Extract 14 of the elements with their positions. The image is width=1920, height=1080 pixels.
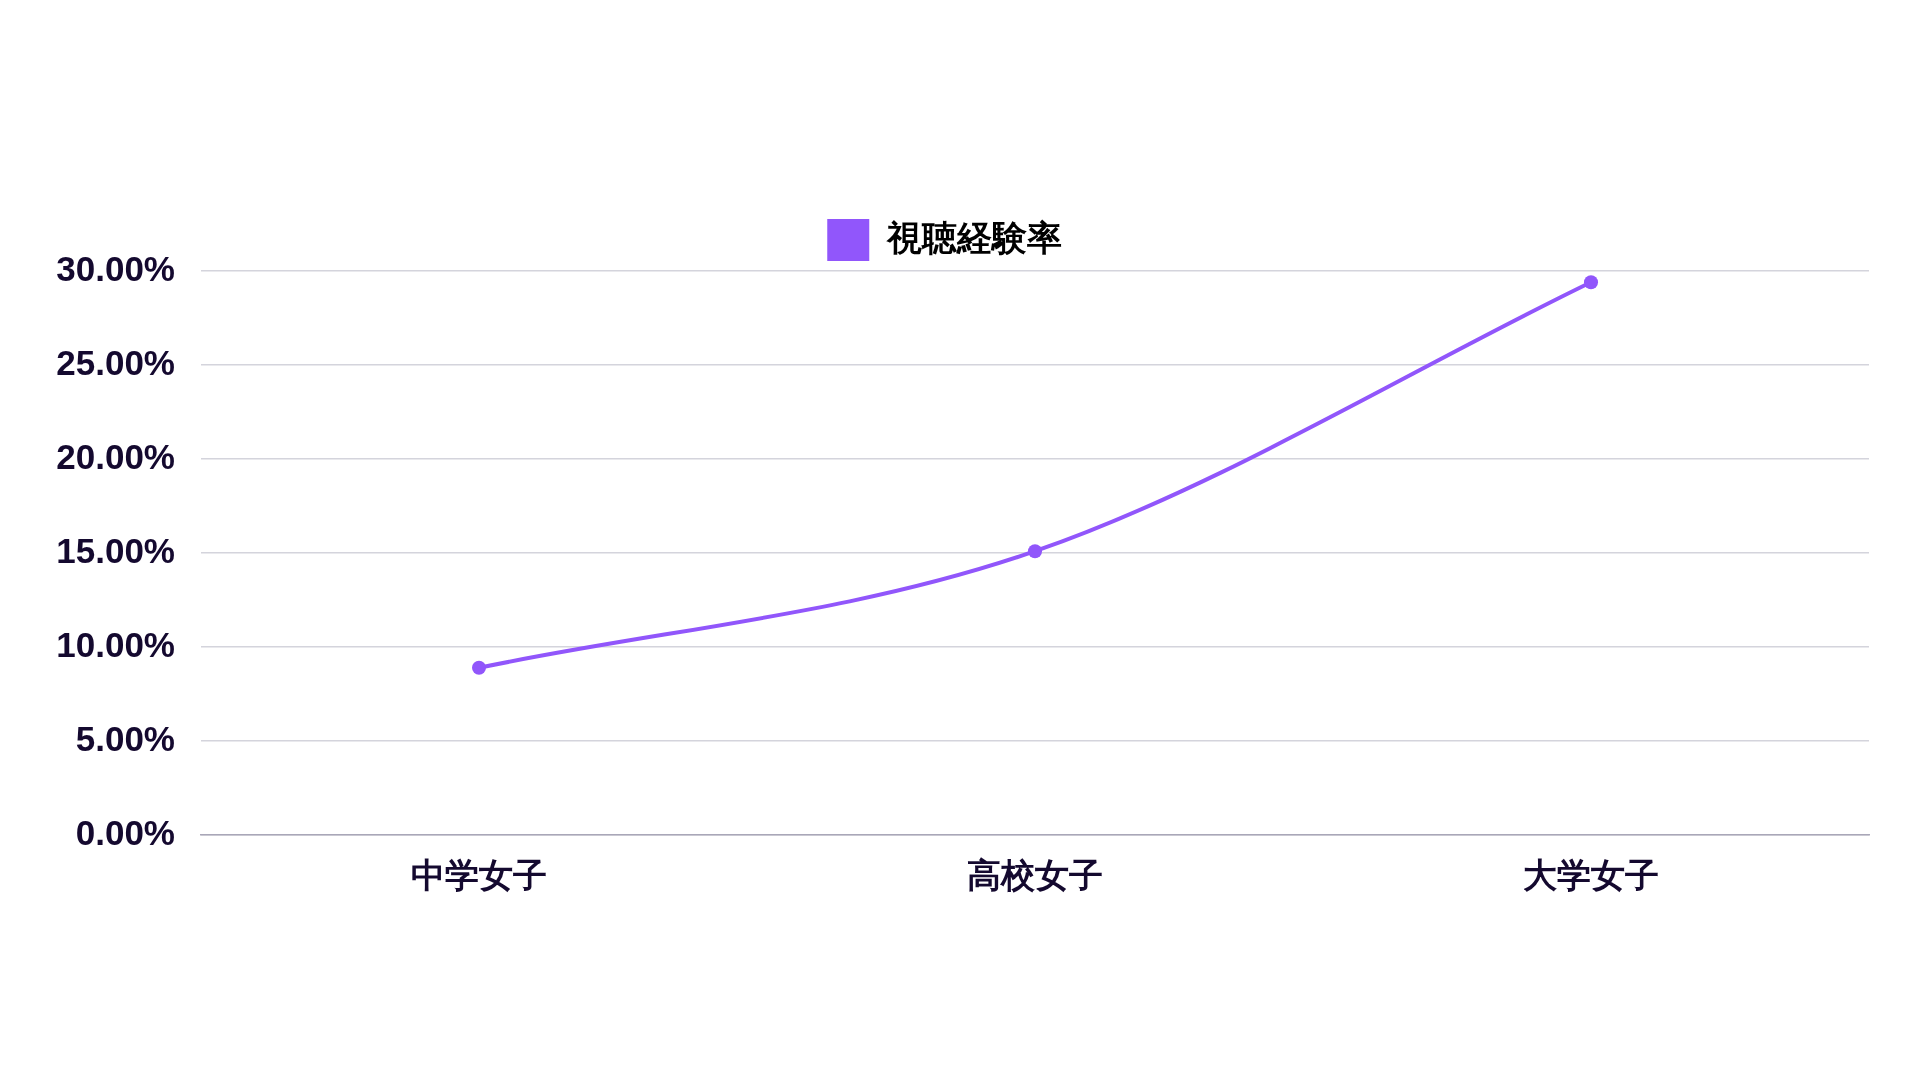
y-tick-label: 10.00% [56, 624, 175, 664]
legend-label: 視聴経験率 [885, 217, 1062, 257]
point [1584, 275, 1598, 290]
y-tick-label: 5.00% [75, 718, 175, 758]
x-tick-label: 中学女子 [411, 855, 547, 894]
y-tick-label: 0.00% [75, 812, 175, 852]
x-tick-label: 大学女子 [1523, 855, 1659, 894]
y-tick-label: 20.00% [56, 436, 175, 476]
y-tick-label: 25.00% [56, 342, 175, 382]
point [1028, 544, 1042, 559]
y-tick-label: 15.00% [56, 530, 175, 570]
point [472, 660, 486, 675]
y-tick-label: 30.00% [56, 248, 175, 288]
x-tick-label: 高校女子 [967, 855, 1103, 894]
